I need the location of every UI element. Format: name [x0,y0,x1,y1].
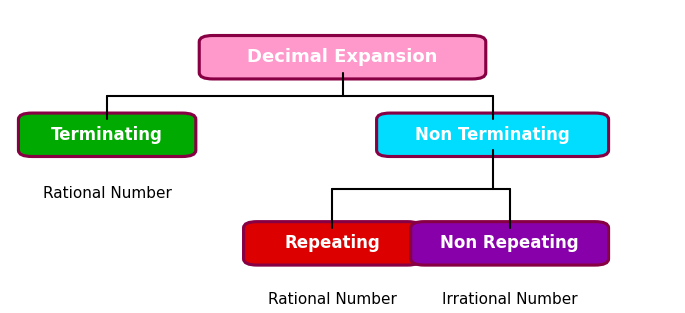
FancyBboxPatch shape [18,113,196,156]
FancyBboxPatch shape [377,113,608,156]
Text: Non Repeating: Non Repeating [440,234,579,252]
Text: Decimal Expansion: Decimal Expansion [247,48,438,66]
Text: Irrational Number: Irrational Number [442,292,577,307]
Text: Rational Number: Rational Number [42,186,171,201]
FancyBboxPatch shape [199,35,486,79]
Text: Non Terminating: Non Terminating [415,126,570,144]
FancyBboxPatch shape [244,222,421,265]
FancyBboxPatch shape [411,222,608,265]
Text: Rational Number: Rational Number [268,292,397,307]
Text: Terminating: Terminating [51,126,163,144]
Text: Repeating: Repeating [284,234,380,252]
